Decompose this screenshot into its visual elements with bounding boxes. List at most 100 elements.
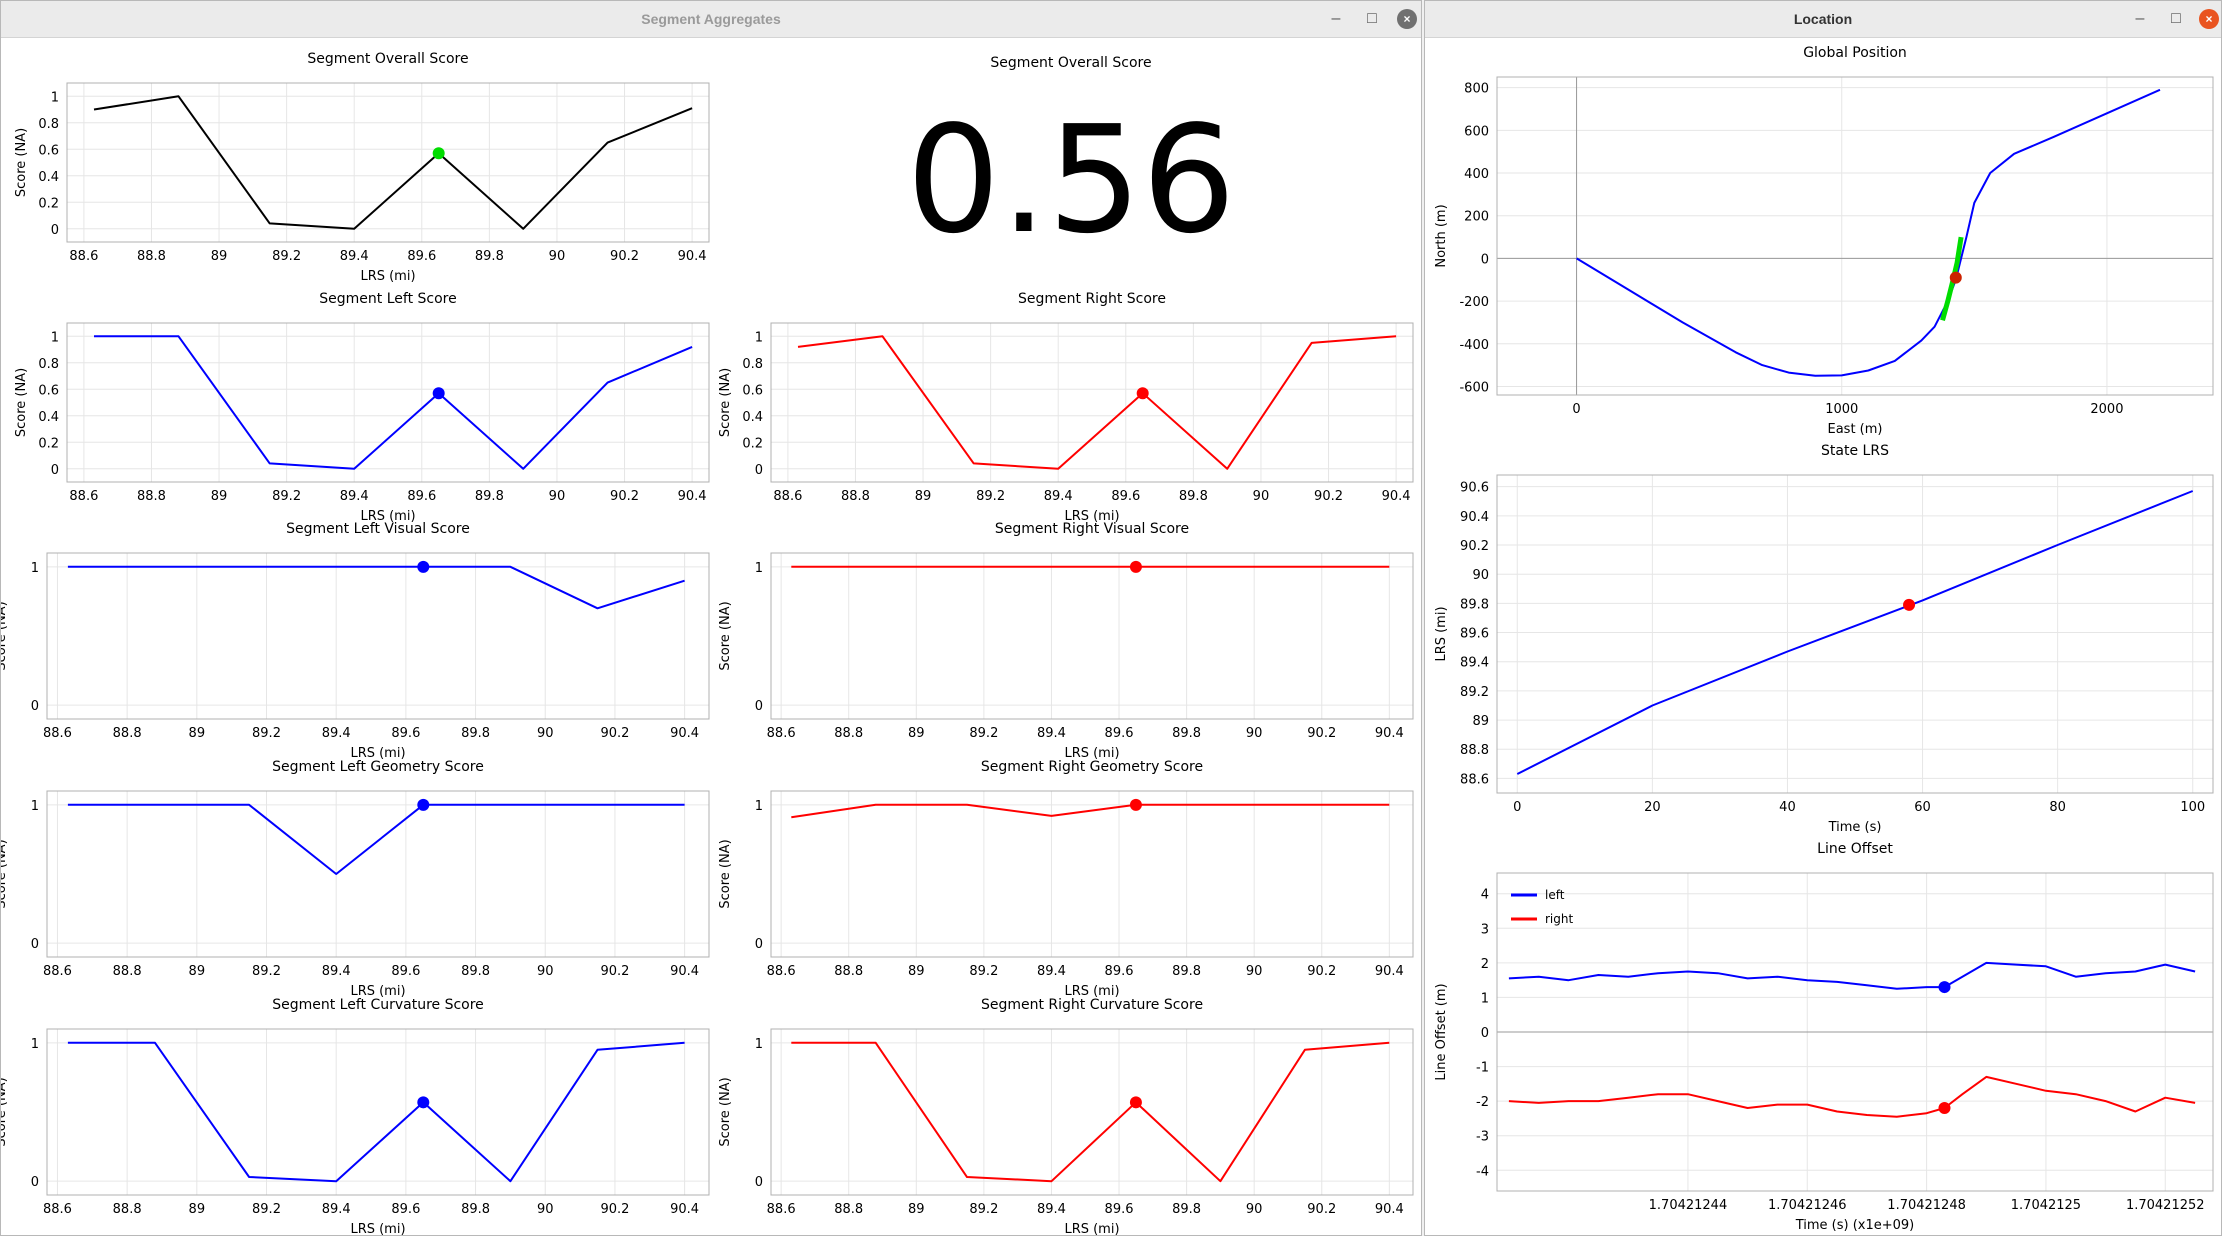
current-position-marker	[432, 387, 445, 400]
segment-window-titlebar[interactable]: Segment Aggregates – □ ×	[1, 1, 1421, 38]
x-axis-label: East (m)	[1828, 422, 1883, 437]
right-geometry-score-chart: Segment Right Geometry Score 88.6 88.8 89 89…	[718, 759, 1414, 999]
x-tick-label: 90.2	[610, 489, 639, 504]
x-axis-label: LRS (mi)	[1064, 1222, 1119, 1236]
x-tick-label: 20	[1644, 800, 1661, 815]
y-tick-label: 0	[1481, 252, 1489, 267]
overall-score-chart: Segment Overall Score 88.6 88.8 89 89.2 89.4 8…	[14, 51, 710, 284]
y-axis-label: Score (NA)	[718, 1077, 733, 1146]
y-tick-label: 1	[51, 90, 59, 105]
x-tick-label: 89	[908, 964, 925, 979]
x-tick-label: 89	[908, 726, 925, 741]
y-axis-label: Score (NA)	[14, 368, 29, 437]
x-tick-label: 89.4	[1037, 1202, 1066, 1217]
left-geometry-score-chart: Segment Left Geometry Score 88.6 88.8 89 89.…	[1, 759, 710, 999]
x-tick-label: 89	[189, 726, 206, 741]
x-tick-label: 1.70421244	[1649, 1198, 1728, 1213]
y-tick-label: 90	[1472, 568, 1489, 583]
x-tick-label: 88.6	[43, 726, 72, 741]
x-tick-label: 89	[211, 249, 228, 264]
segment-window-title: Segment Aggregates	[641, 11, 781, 27]
x-tick-label: 89.2	[969, 1202, 998, 1217]
y-tick-label: 89.8	[1460, 597, 1489, 612]
x-tick-label: 1.7042125	[2011, 1198, 2081, 1213]
series-line	[797, 335, 1397, 470]
y-axis-label: Score (NA)	[718, 839, 733, 908]
x-tick-label: 89	[211, 489, 228, 504]
close-button[interactable]: ×	[2199, 9, 2219, 29]
plot-frame	[1496, 474, 2214, 794]
legend-label-right: right	[1545, 912, 1573, 926]
minimize-button[interactable]: –	[2135, 10, 2145, 27]
location-window-titlebar[interactable]: Location – □ ×	[1425, 1, 2221, 38]
maximize-button[interactable]: □	[2171, 10, 2181, 27]
x-tick-label: 89.2	[252, 964, 281, 979]
plot-frame	[770, 322, 1414, 483]
x-tick-label: 88.8	[841, 489, 870, 504]
series-line	[1516, 490, 2194, 775]
x-axis-label: LRS (mi)	[360, 509, 415, 524]
close-button[interactable]: ×	[1397, 9, 1417, 29]
y-tick-label: 0	[31, 1175, 39, 1190]
chart-title: Segment Right Geometry Score	[981, 759, 1203, 775]
y-tick-label: 89.2	[1460, 685, 1489, 700]
x-axis-label: LRS (mi)	[1064, 984, 1119, 999]
chart-title: Segment Left Visual Score	[286, 521, 470, 537]
x-tick-label: 1.70421246	[1768, 1198, 1847, 1213]
x-tick-label: 100	[2180, 800, 2205, 815]
x-tick-label: 89.8	[1172, 1202, 1201, 1217]
x-tick-label: 1.70421248	[1887, 1198, 1966, 1213]
y-tick-label: -1	[1476, 1061, 1489, 1076]
x-tick-label: 89.4	[340, 249, 369, 264]
minimize-button[interactable]: –	[1331, 10, 1341, 27]
x-tick-label: 88.6	[773, 489, 802, 504]
x-tick-label: 89.2	[272, 489, 301, 504]
y-tick-label: 0	[755, 699, 763, 714]
overall-score-value: 0.56	[906, 94, 1236, 266]
x-tick-label: 90.2	[1307, 1202, 1336, 1217]
overall-score-title: Segment Overall Score	[990, 55, 1152, 71]
x-tick-label: 88.8	[113, 726, 142, 741]
y-tick-label: 0.4	[38, 410, 59, 425]
y-tick-label: 88.6	[1460, 772, 1489, 787]
y-tick-label: 1	[31, 561, 39, 576]
left-score-chart: Segment Left Score 88.6 88.8 89 89.2 89.4 89.6…	[14, 291, 710, 524]
y-tick-label: 1	[31, 799, 39, 814]
x-axis-label: LRS (mi)	[1064, 509, 1119, 524]
x-tick-label: 90.4	[670, 1202, 699, 1217]
x-tick-label: 89.8	[1172, 726, 1201, 741]
x-tick-label: 89.6	[407, 489, 436, 504]
x-tick-label: 89.6	[391, 1202, 420, 1217]
plot-frame	[66, 82, 710, 243]
x-tick-label: 89.2	[969, 726, 998, 741]
plot-frame	[1496, 872, 2214, 1192]
current-position-marker	[1903, 598, 1916, 611]
y-tick-label: -400	[1459, 338, 1489, 353]
current-position-marker	[417, 560, 430, 573]
x-tick-label: 89.6	[1111, 489, 1140, 504]
x-tick-label: 90.2	[610, 249, 639, 264]
series-line	[791, 1041, 1390, 1183]
right-score-chart: Segment Right Score 88.6 88.8 89 89.2 89.4 89.…	[718, 291, 1414, 524]
chart-title: State LRS	[1821, 443, 1889, 459]
x-tick-label: 90	[1246, 964, 1263, 979]
y-tick-label: 200	[1464, 210, 1489, 225]
chart-title: Segment Left Score	[319, 291, 456, 307]
y-tick-label: 0.2	[38, 436, 59, 451]
x-tick-label: 0	[1513, 800, 1521, 815]
x-tick-label: 90	[1246, 1202, 1263, 1217]
maximize-button[interactable]: □	[1367, 10, 1377, 27]
line-offset-chart: Line Offset 1.70421244 1.70421246 1.7042124…	[1434, 841, 2214, 1233]
y-tick-label: 0.4	[38, 170, 59, 185]
x-tick-label: 1.70421252	[2126, 1198, 2205, 1213]
y-tick-label: 1	[755, 330, 763, 345]
right-visual-score-chart: Segment Right Visual Score 88.6 88.8 89 89.2…	[718, 521, 1414, 761]
x-tick-label: 88.6	[43, 1202, 72, 1217]
current-position-marker	[1136, 387, 1149, 400]
y-tick-label: 1	[51, 330, 59, 345]
x-tick-label: 89.4	[340, 489, 369, 504]
y-tick-label: 0.2	[742, 436, 763, 451]
y-tick-label: -600	[1459, 380, 1489, 395]
plot-frame	[770, 1028, 1414, 1196]
x-tick-label: 88.8	[137, 489, 166, 504]
